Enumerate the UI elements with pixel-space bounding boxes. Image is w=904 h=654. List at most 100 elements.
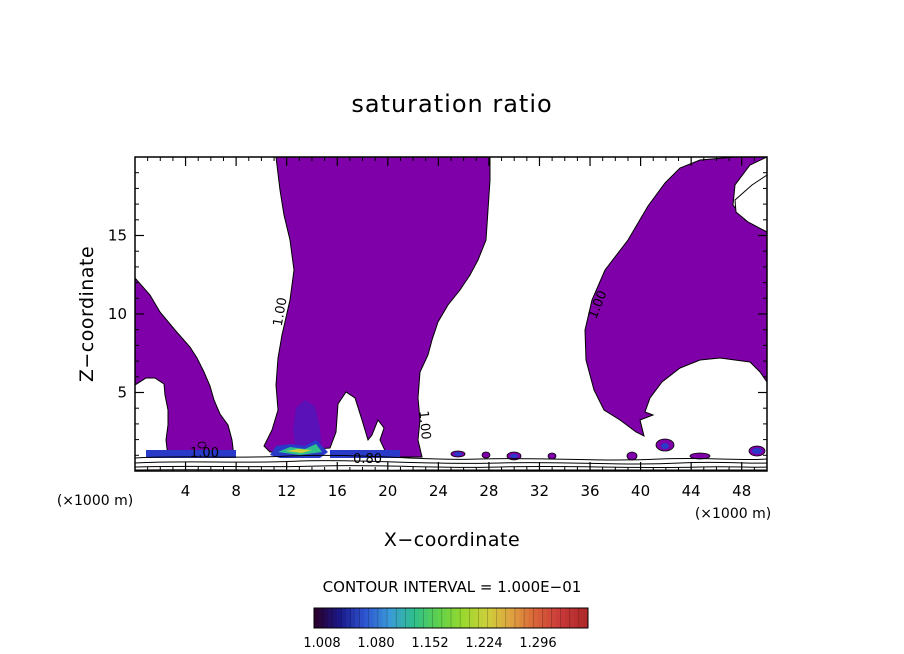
x-tick-label: 44 xyxy=(682,482,701,500)
contour-fill-central-column xyxy=(263,157,491,458)
x-tick-label: 20 xyxy=(378,482,397,500)
colorbar-cell xyxy=(368,608,374,628)
colorbar-tick-label: 1.008 xyxy=(303,636,340,651)
contour-label: 1.00 xyxy=(415,410,432,440)
colorbar-cell xyxy=(560,608,566,628)
colorbar-cell xyxy=(332,608,338,628)
colorbar-cell xyxy=(396,608,402,628)
colorbar-cell xyxy=(519,608,525,628)
colorbar-cell xyxy=(578,608,584,628)
colorbar-cell xyxy=(528,608,534,628)
colorbar-cell xyxy=(556,608,562,628)
colorbar-cell xyxy=(551,608,557,628)
contour-fill-low-band xyxy=(146,450,236,458)
colorbar-frame xyxy=(313,607,589,629)
colorbar-cell xyxy=(428,608,434,628)
contour-fill-left-region xyxy=(135,277,235,458)
y-tick-label: 10 xyxy=(108,305,127,323)
colorbar-cell xyxy=(524,608,530,628)
y-tick-label: 5 xyxy=(117,384,127,402)
contour-hole-right xyxy=(734,174,767,233)
colorbar-cell xyxy=(382,608,388,628)
colorbar-cell xyxy=(355,608,361,628)
colorbar-cell xyxy=(464,608,470,628)
colorbar-cell xyxy=(373,608,379,628)
colorbar-cell xyxy=(336,608,342,628)
colorbar-cell xyxy=(501,608,507,628)
colorbar-cell xyxy=(341,608,347,628)
x-tick-label: 4 xyxy=(181,482,191,500)
colorbar xyxy=(313,608,589,628)
colorbar-cell xyxy=(473,608,479,628)
colorbar-cell xyxy=(510,608,516,628)
colorbar-cell xyxy=(359,608,365,628)
colorbar-cell xyxy=(583,608,589,628)
colorbar-cell xyxy=(432,608,438,628)
contour-fill-low-band-2 xyxy=(330,450,400,458)
contour-fill-core-hot xyxy=(286,449,312,453)
y-tick-label: 15 xyxy=(108,227,127,245)
x-tick-label: 12 xyxy=(277,482,296,500)
colorbar-cell xyxy=(345,608,352,628)
colorbar-cell xyxy=(569,608,575,628)
y-axis-label: Z−coordinate xyxy=(76,246,98,382)
colorbar-cell xyxy=(364,608,370,628)
contour-fill-core-outer xyxy=(293,400,322,452)
x-axis-label: X−coordinate xyxy=(384,529,520,551)
colorbar-tick-label: 1.152 xyxy=(411,636,448,651)
colorbar-cell xyxy=(455,608,461,628)
colorbar-cell xyxy=(496,608,502,628)
contour-interval-text: CONTOUR INTERVAL = 1.000E−01 xyxy=(323,578,582,596)
colorbar-cell xyxy=(400,608,406,628)
colorbar-tick-label: 1.296 xyxy=(519,636,556,651)
colorbar-cell xyxy=(546,608,552,628)
colorbar-cell xyxy=(565,608,571,628)
colorbar-cell xyxy=(350,608,356,628)
colorbar-cell xyxy=(377,608,383,628)
colorbar-cell xyxy=(537,608,543,628)
colorbar-cell xyxy=(323,608,329,628)
colorbar-cell xyxy=(387,608,393,628)
colorbar-tick-label: 1.224 xyxy=(465,636,502,651)
colorbar-cell xyxy=(469,608,475,628)
colorbar-cell xyxy=(505,608,511,628)
colorbar-cell xyxy=(451,608,457,628)
colorbar-cell xyxy=(318,608,324,628)
colorbar-cell xyxy=(419,608,425,628)
contour-label: 0.80 xyxy=(353,452,382,467)
x-tick-label: 32 xyxy=(530,482,549,500)
colorbar-cell xyxy=(574,608,580,628)
contour-label: 1.00 xyxy=(190,446,219,461)
x-tick-label: 40 xyxy=(631,482,650,500)
colorbar-cell xyxy=(405,608,411,628)
colorbar-cell xyxy=(487,608,493,628)
colorbar-cell xyxy=(314,608,320,628)
colorbar-cell xyxy=(437,608,443,628)
colorbar-cell xyxy=(409,608,415,628)
contour-blob-cores xyxy=(454,443,762,458)
x-unit-left: (×1000 m) xyxy=(57,493,133,509)
x-tick-label: 16 xyxy=(328,482,347,500)
colorbar-cell xyxy=(327,608,333,628)
colorbar-cell xyxy=(441,608,447,628)
x-tick-label: 36 xyxy=(580,482,599,500)
x-tick-label: 8 xyxy=(231,482,241,500)
colorbar-tick-label: 1.080 xyxy=(357,636,394,651)
colorbar-cell xyxy=(482,608,489,628)
chart-title: saturation ratio xyxy=(351,90,552,118)
colorbar-cell xyxy=(478,608,484,628)
colorbar-cell xyxy=(460,608,466,628)
colorbar-labels: 1.008 1.080 1.152 1.224 1.296 xyxy=(303,636,556,651)
colorbar-cell xyxy=(533,608,539,628)
colorbar-cell xyxy=(542,608,548,628)
colorbar-cell xyxy=(423,608,429,628)
x-unit-right: (×1000 m) xyxy=(695,506,771,522)
plot-area: 1.001.001.001.000.80 xyxy=(135,157,767,471)
colorbar-cell xyxy=(514,608,520,628)
colorbar-cell xyxy=(492,608,498,628)
colorbar-cell xyxy=(391,608,397,628)
colorbar-cell xyxy=(414,608,420,628)
x-tick-label: 28 xyxy=(479,482,498,500)
